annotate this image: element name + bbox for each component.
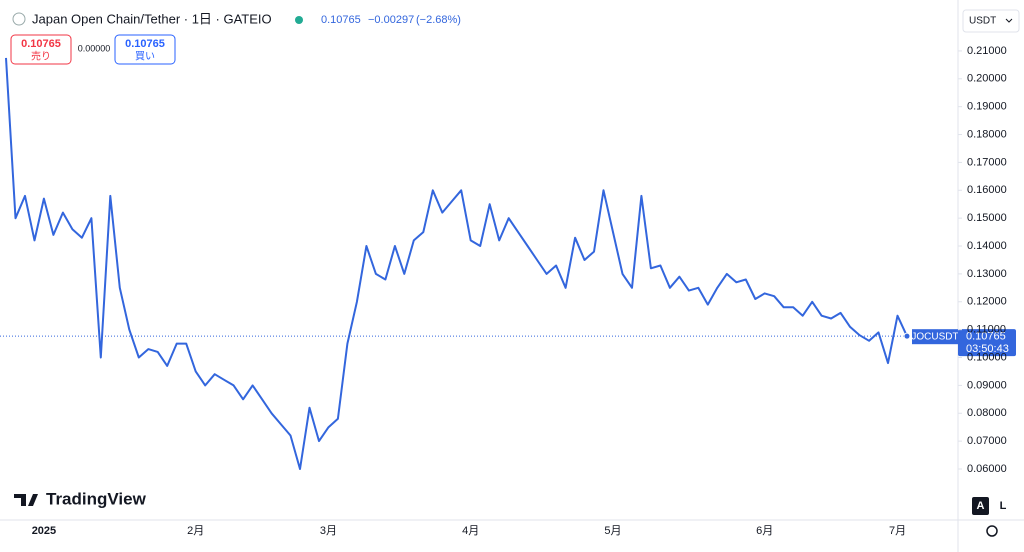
y-tick-label: 0.09000 xyxy=(967,379,1007,391)
y-tick-label: 0.07000 xyxy=(967,435,1007,447)
countdown: 03:50:43 xyxy=(966,343,1009,355)
symbol-title[interactable]: Japan Open Chain/Tether · 1日 · GATEIO xyxy=(32,11,272,26)
y-tick-label: 0.16000 xyxy=(967,184,1007,196)
spread: 0.00000 xyxy=(78,43,111,53)
status-dot xyxy=(295,16,303,24)
symbol-tag xyxy=(912,329,958,345)
logo-icon xyxy=(14,494,38,506)
x-tick-label: 7月 xyxy=(889,525,906,537)
currency-button[interactable] xyxy=(962,9,1020,33)
symbol-tag-label: JOCUSDT xyxy=(911,331,958,342)
currency: USDT xyxy=(969,16,996,27)
buy-label: 買い xyxy=(135,51,155,63)
x-tick-label: 2025 xyxy=(32,525,56,537)
y-tick-label: 0.11000 xyxy=(967,324,1006,336)
symbol-icon xyxy=(12,12,26,26)
y-tick-label: 0.12000 xyxy=(967,296,1007,308)
plot xyxy=(0,57,958,470)
logo-text: TradingView xyxy=(46,489,147,508)
y-tick-label: 0.18000 xyxy=(967,128,1007,140)
y-tick-label: 0.17000 xyxy=(967,156,1007,168)
sell-button[interactable] xyxy=(10,34,72,65)
last-price: 0.10765 xyxy=(321,14,361,26)
log-label[interactable]: L xyxy=(1000,500,1007,512)
auto-button[interactable] xyxy=(972,497,989,515)
sell-price: 0.10765 xyxy=(21,38,61,50)
x-tick-label: 2月 xyxy=(187,525,204,537)
y-tick-label: 0.19000 xyxy=(967,101,1007,113)
price-line xyxy=(5,57,908,470)
x-tick-label: 6月 xyxy=(756,525,773,537)
sell-label: 売り xyxy=(31,50,51,63)
x-tick-label: 5月 xyxy=(604,525,621,537)
y-tick-label: 0.14000 xyxy=(967,240,1007,252)
price-change-pct: (−2.68%) xyxy=(416,14,461,26)
y-tick-label: 0.08000 xyxy=(967,407,1007,419)
buy-button[interactable] xyxy=(114,34,176,65)
auto-label: A xyxy=(977,500,985,512)
price-label-box xyxy=(958,329,1016,357)
y-tick-label: 0.15000 xyxy=(967,212,1007,224)
y-tick-label: 0.20000 xyxy=(967,73,1007,85)
y-tick-label: 0.21000 xyxy=(967,45,1007,57)
settings-icon[interactable] xyxy=(986,525,998,537)
price-label: 0.10765 xyxy=(966,331,1006,343)
y-tick-label: 0.13000 xyxy=(967,268,1007,280)
y-tick-label: 0.06000 xyxy=(967,463,1007,475)
dropdown-caret xyxy=(1005,18,1013,23)
last-point xyxy=(903,332,911,340)
y-tick-label: 0.10000 xyxy=(967,351,1007,363)
x-tick-label: 3月 xyxy=(320,525,337,537)
x-tick-label: 4月 xyxy=(462,525,479,537)
price-change: −0.00297 xyxy=(368,14,414,26)
buy-price: 0.10765 xyxy=(125,38,165,50)
